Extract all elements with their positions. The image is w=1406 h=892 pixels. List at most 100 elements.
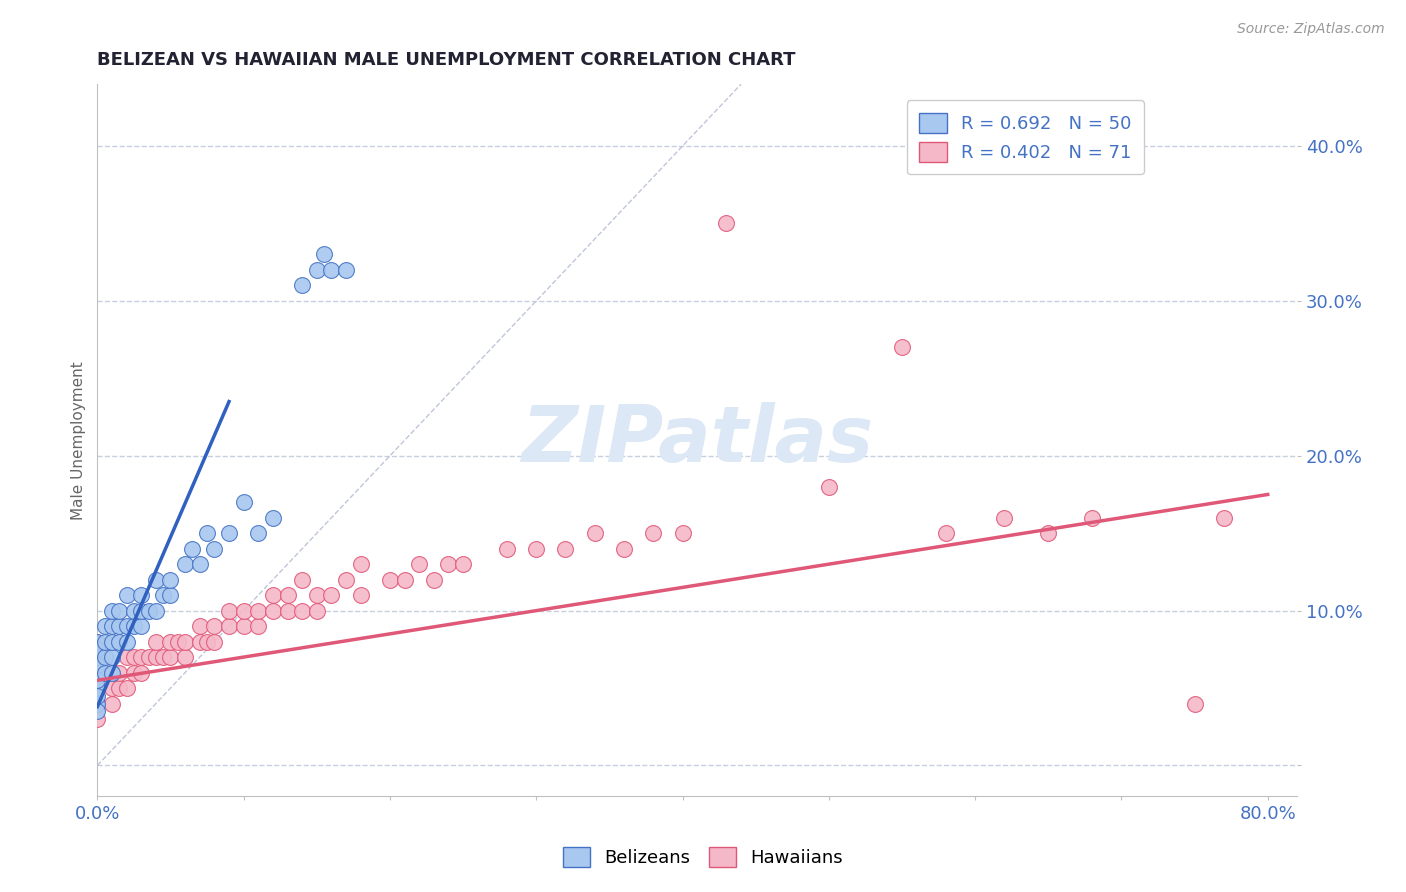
Point (1184, 697, 1206, 711)
Y-axis label: Male Unemployment: Male Unemployment (72, 361, 86, 520)
Point (159, 650, 181, 665)
Point (159, 634, 181, 648)
Point (350, 557, 373, 571)
Point (129, 650, 152, 665)
Point (174, 634, 197, 648)
Point (145, 604, 167, 618)
Point (138, 604, 160, 618)
Point (115, 681, 138, 695)
Point (108, 634, 131, 648)
Point (554, 541, 576, 556)
Point (247, 526, 270, 541)
Point (108, 665, 131, 680)
Point (451, 557, 474, 571)
Point (86, 665, 108, 680)
Point (378, 573, 401, 587)
Point (86, 697, 108, 711)
Point (122, 650, 145, 665)
Point (174, 557, 197, 571)
Point (218, 619, 240, 633)
Point (496, 541, 519, 556)
Point (108, 604, 131, 618)
Point (277, 604, 299, 618)
Point (93, 634, 115, 648)
Point (129, 588, 152, 602)
Point (86, 673, 108, 688)
Point (115, 588, 138, 602)
Point (129, 619, 152, 633)
Point (152, 650, 174, 665)
Point (122, 604, 145, 618)
Point (101, 650, 124, 665)
Point (1038, 526, 1060, 541)
Point (321, 588, 343, 602)
Point (86, 634, 108, 648)
Point (145, 634, 167, 648)
Point (122, 665, 145, 680)
Point (86, 697, 108, 711)
Point (101, 634, 124, 648)
Point (86, 712, 108, 726)
Point (86, 634, 108, 648)
Point (188, 619, 211, 633)
Point (247, 619, 270, 633)
Point (891, 340, 914, 354)
Point (181, 541, 204, 556)
Point (437, 557, 460, 571)
Point (122, 619, 145, 633)
Point (643, 526, 665, 541)
Point (321, 263, 343, 277)
Point (159, 588, 181, 602)
Point (305, 588, 328, 602)
Legend: Belizeans, Hawaiians: Belizeans, Hawaiians (555, 839, 851, 874)
Point (613, 541, 636, 556)
Point (86, 665, 108, 680)
Point (174, 650, 197, 665)
Point (305, 263, 328, 277)
Point (350, 588, 373, 602)
Point (86, 650, 108, 665)
Point (247, 604, 270, 618)
Point (671, 526, 693, 541)
Point (524, 541, 547, 556)
Point (101, 681, 124, 695)
Point (202, 619, 225, 633)
Point (218, 526, 240, 541)
Point (145, 573, 167, 587)
Text: Source: ZipAtlas.com: Source: ZipAtlas.com (1237, 22, 1385, 37)
Point (202, 541, 225, 556)
Point (159, 573, 181, 587)
Point (115, 619, 138, 633)
Point (195, 634, 218, 648)
Text: BELIZEAN VS HAWAIIAN MALE UNEMPLOYMENT CORRELATION CHART: BELIZEAN VS HAWAIIAN MALE UNEMPLOYMENT C… (97, 51, 796, 69)
Point (1081, 510, 1104, 524)
Point (86, 689, 108, 703)
Point (101, 604, 124, 618)
Point (86, 681, 108, 695)
Point (188, 557, 211, 571)
Point (101, 665, 124, 680)
Point (93, 650, 115, 665)
Point (152, 588, 174, 602)
Text: ZIPatlas: ZIPatlas (522, 402, 873, 478)
Point (291, 278, 314, 293)
Point (86, 681, 108, 695)
Point (101, 619, 124, 633)
Point (232, 604, 254, 618)
Point (101, 697, 124, 711)
Point (108, 681, 131, 695)
Point (817, 480, 839, 494)
Point (86, 657, 108, 672)
Point (935, 526, 957, 541)
Point (115, 634, 138, 648)
Point (115, 650, 138, 665)
Point (86, 650, 108, 665)
Point (262, 588, 284, 602)
Point (188, 634, 211, 648)
Point (129, 665, 152, 680)
Point (93, 665, 115, 680)
Point (86, 642, 108, 657)
Point (408, 557, 430, 571)
Point (262, 510, 284, 524)
Legend: R = 0.692   N = 50, R = 0.402   N = 71: R = 0.692 N = 50, R = 0.402 N = 71 (907, 100, 1144, 174)
